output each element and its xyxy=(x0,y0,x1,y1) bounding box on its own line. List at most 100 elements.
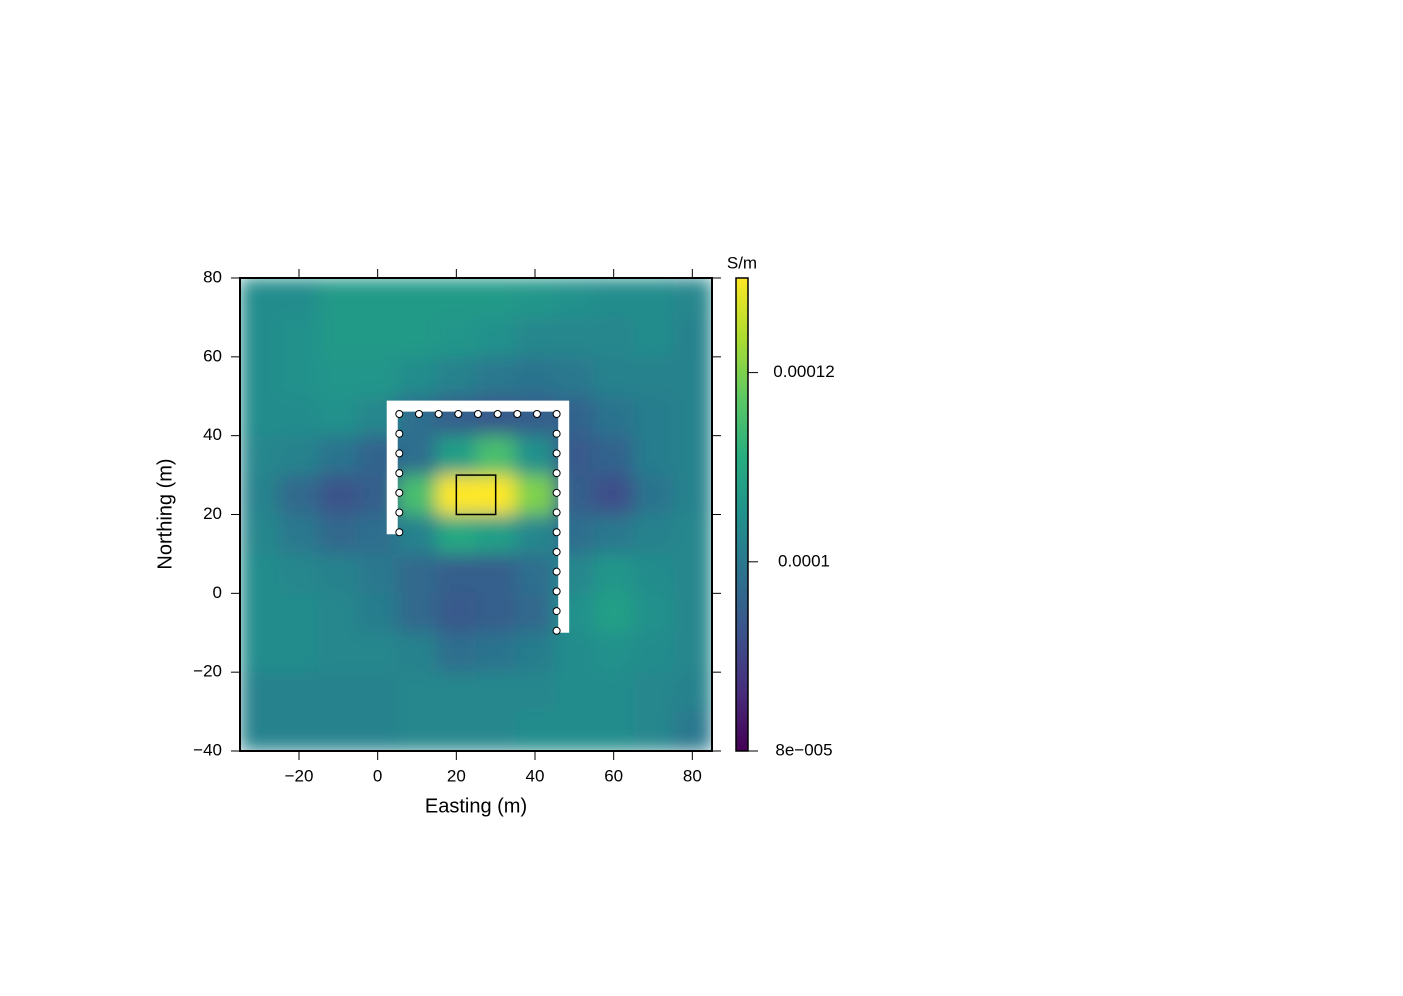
heat-cell xyxy=(515,632,556,673)
heat-cell xyxy=(397,435,438,476)
station xyxy=(552,607,561,616)
station xyxy=(395,469,404,478)
heat-cell xyxy=(397,356,438,397)
survey-line xyxy=(386,400,570,633)
heat-cell xyxy=(476,553,516,594)
x-tick-label: 60 xyxy=(604,766,623,785)
heat-cell xyxy=(554,356,595,397)
station xyxy=(532,409,541,418)
heat-cell xyxy=(397,553,438,594)
colorbar xyxy=(735,277,749,752)
heat-cell xyxy=(318,514,359,555)
heat-cell xyxy=(554,278,595,318)
y-tick-label: −40 xyxy=(193,740,222,759)
y-tick-label: 20 xyxy=(203,504,222,523)
heat-cell xyxy=(318,632,359,673)
colorbar-tick-label: 0.0001 xyxy=(778,551,830,570)
heat-cell xyxy=(318,672,359,713)
heat-cell xyxy=(515,711,556,751)
station xyxy=(513,409,522,418)
colorbar-tick-label: 0.00012 xyxy=(773,362,834,381)
heat-cell xyxy=(594,278,634,318)
heat-cell xyxy=(515,278,556,318)
station xyxy=(473,409,482,418)
station xyxy=(552,429,561,438)
heat-cell xyxy=(594,632,634,673)
heat-cell xyxy=(436,553,477,594)
axes: −20 0 20 40 60 80 −40 −20 0 20 40 60 80 8e−005 0.0001 0… xyxy=(193,267,835,785)
x-tick-label: 0 xyxy=(373,766,382,785)
x-tick-label: 40 xyxy=(526,766,545,785)
heat-cell xyxy=(594,435,634,476)
station xyxy=(552,409,561,418)
heat-cell xyxy=(515,553,556,594)
station xyxy=(552,508,561,517)
heat-cell xyxy=(476,278,516,318)
heat-cell xyxy=(318,317,359,358)
heat-cell xyxy=(279,514,320,555)
heat-cell xyxy=(436,514,477,555)
heat-cell xyxy=(436,711,477,751)
heat-cell xyxy=(633,593,674,634)
heat-cell xyxy=(240,317,280,358)
heat-cell xyxy=(594,553,634,594)
heat-cell xyxy=(436,593,477,634)
heat-cell xyxy=(318,711,359,751)
y-tick-label: 40 xyxy=(203,425,222,444)
heat-cell xyxy=(240,553,280,594)
heat-cell xyxy=(672,317,712,358)
heat-cell xyxy=(436,278,477,318)
heat-cell xyxy=(476,711,516,751)
station xyxy=(395,409,404,418)
heat-cell xyxy=(240,356,280,397)
heat-cell xyxy=(358,356,398,397)
heat-cell xyxy=(594,396,634,437)
heat-cell xyxy=(279,711,320,751)
heat-cell xyxy=(633,435,674,476)
heat-cell xyxy=(672,396,712,437)
heat-cell xyxy=(515,593,556,634)
heat-cell xyxy=(397,317,438,358)
heat-cell xyxy=(633,396,674,437)
heat-cell xyxy=(358,711,398,751)
station xyxy=(552,528,561,537)
heat-cell xyxy=(515,475,556,515)
station xyxy=(414,409,423,418)
heat-cell xyxy=(594,711,634,751)
station xyxy=(552,547,561,556)
heat-cell xyxy=(318,593,359,634)
heat-cell xyxy=(476,593,516,634)
station xyxy=(552,587,561,596)
y-tick-label: −20 xyxy=(193,662,222,681)
heat-cell xyxy=(240,672,280,713)
heat-cell xyxy=(436,672,477,713)
heat-cell xyxy=(279,278,320,318)
heat-cell xyxy=(476,672,516,713)
station xyxy=(395,449,404,458)
heat-cell xyxy=(476,435,516,476)
y-axis-title: Northing (m) xyxy=(154,458,176,569)
station xyxy=(552,626,561,635)
heat-cell xyxy=(515,672,556,713)
heat-cell xyxy=(554,317,595,358)
heat-cell xyxy=(672,514,712,555)
heat-cell xyxy=(672,672,712,713)
heat-cell xyxy=(633,278,674,318)
station xyxy=(552,449,561,458)
heat-cell xyxy=(515,514,556,555)
heat-cell xyxy=(279,632,320,673)
heat-cell xyxy=(672,632,712,673)
heat-cell xyxy=(240,593,280,634)
heat-cell xyxy=(436,317,477,358)
target-box xyxy=(455,474,497,516)
heat-cell xyxy=(240,514,280,555)
heat-cell xyxy=(240,711,280,751)
heat-cell xyxy=(279,672,320,713)
station xyxy=(552,488,561,497)
heat-cell xyxy=(279,435,320,476)
colorbar-tick-label: 8e−005 xyxy=(775,740,832,759)
heat-cell xyxy=(672,356,712,397)
heat-cell xyxy=(672,475,712,515)
x-tick-label: 20 xyxy=(447,766,466,785)
